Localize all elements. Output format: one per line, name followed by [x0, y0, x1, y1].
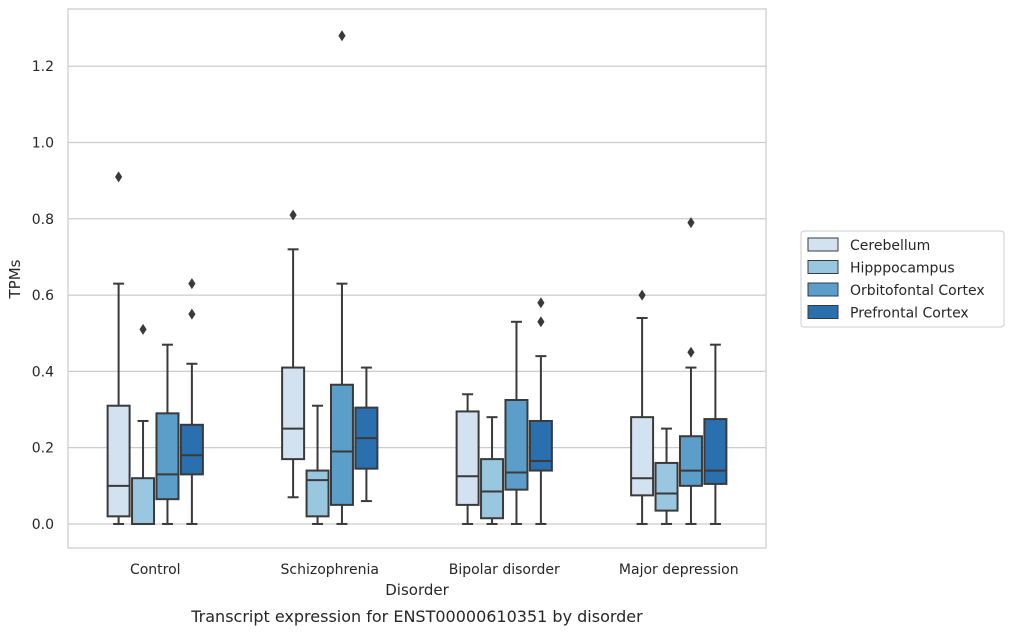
legend-label: Cerebellum: [850, 238, 930, 254]
legend-swatch: [807, 237, 839, 252]
iqr-box: [703, 418, 728, 485]
x-axis-ticks: Control Schizophrenia Bipolar disorder Majo…: [130, 562, 739, 578]
iqr-box: [630, 416, 655, 497]
outlier-point: [188, 278, 196, 290]
plot-marks: [106, 30, 728, 525]
legend-label: Hipppocampus: [850, 261, 955, 277]
chart-caption: Transcript expression for ENST0000061035…: [190, 607, 643, 626]
outlier-point: [289, 209, 297, 221]
y-axis-label: TPMs: [6, 259, 24, 299]
outlier-point: [115, 171, 123, 183]
box-cerebellum: [281, 209, 306, 499]
box-cerebellum: [106, 171, 131, 525]
y-tick-label: 0.8: [32, 212, 54, 228]
x-tick-label: Major depression: [619, 562, 739, 578]
outlier-point: [638, 289, 646, 301]
y-tick-label: 0.6: [32, 288, 54, 304]
iqr-box: [155, 412, 180, 501]
iqr-box: [179, 423, 204, 476]
x-axis-label: Disorder: [385, 581, 449, 599]
y-tick-label: 1.0: [32, 136, 54, 152]
iqr-box: [528, 419, 553, 472]
box-orbitofontal-cortex: [155, 343, 180, 525]
box-hipppocampus: [654, 427, 679, 525]
legend: Cerebellum Hipppocampus Orbitofontal Corte…: [800, 230, 1005, 328]
iqr-box: [329, 383, 354, 506]
outlier-point: [537, 297, 545, 309]
box-prefrontal-cortex: [528, 297, 553, 525]
iqr-box: [678, 435, 703, 487]
outlier-point: [687, 346, 695, 358]
legend-swatch: [807, 282, 839, 297]
x-tick-label: Schizophrenia: [281, 562, 379, 578]
y-tick-label: 1.2: [32, 59, 54, 75]
box-hipppocampus: [480, 416, 505, 525]
plot-frame: [67, 8, 767, 549]
iqr-box: [480, 458, 505, 520]
x-tick-label: Bipolar disorder: [449, 562, 560, 578]
box-hipppocampus: [305, 404, 330, 525]
box-hipppocampus: [131, 323, 156, 525]
iqr-box: [106, 404, 131, 518]
iqr-box: [504, 398, 529, 491]
box-prefrontal-cortex: [354, 366, 379, 503]
legend-frame: [800, 230, 1005, 328]
y-axis-ticks: 0.0 0.2 0.4 0.6 0.8 1.0 1.2: [32, 59, 54, 533]
outlier-point: [188, 308, 196, 320]
iqr-box: [654, 461, 679, 512]
iqr-box: [305, 469, 330, 518]
iqr-box: [281, 366, 306, 461]
outlier-point: [537, 316, 545, 328]
x-tick-label: Control: [130, 562, 181, 578]
legend-label: Orbitofontal Cortex: [850, 283, 985, 299]
iqr-box: [131, 477, 156, 525]
y-tick-label: 0.4: [32, 364, 54, 380]
box-orbitofontal-cortex: [678, 217, 703, 525]
iqr-box: [455, 410, 480, 506]
legend-label: Prefrontal Cortex: [850, 306, 969, 322]
box-orbitofontal-cortex: [329, 30, 354, 525]
box-cerebellum: [630, 289, 655, 525]
y-tick-label: 0.0: [32, 517, 54, 533]
legend-swatch: [807, 260, 839, 274]
box-prefrontal-cortex: [703, 343, 728, 525]
y-tick-label: 0.2: [32, 441, 54, 457]
box-cerebellum: [455, 393, 480, 525]
legend-swatch: [807, 305, 839, 319]
outlier-point: [687, 217, 695, 229]
outlier-point: [139, 323, 147, 335]
outlier-point: [338, 30, 346, 42]
box-orbitofontal-cortex: [504, 320, 529, 525]
box-prefrontal-cortex: [179, 278, 204, 525]
